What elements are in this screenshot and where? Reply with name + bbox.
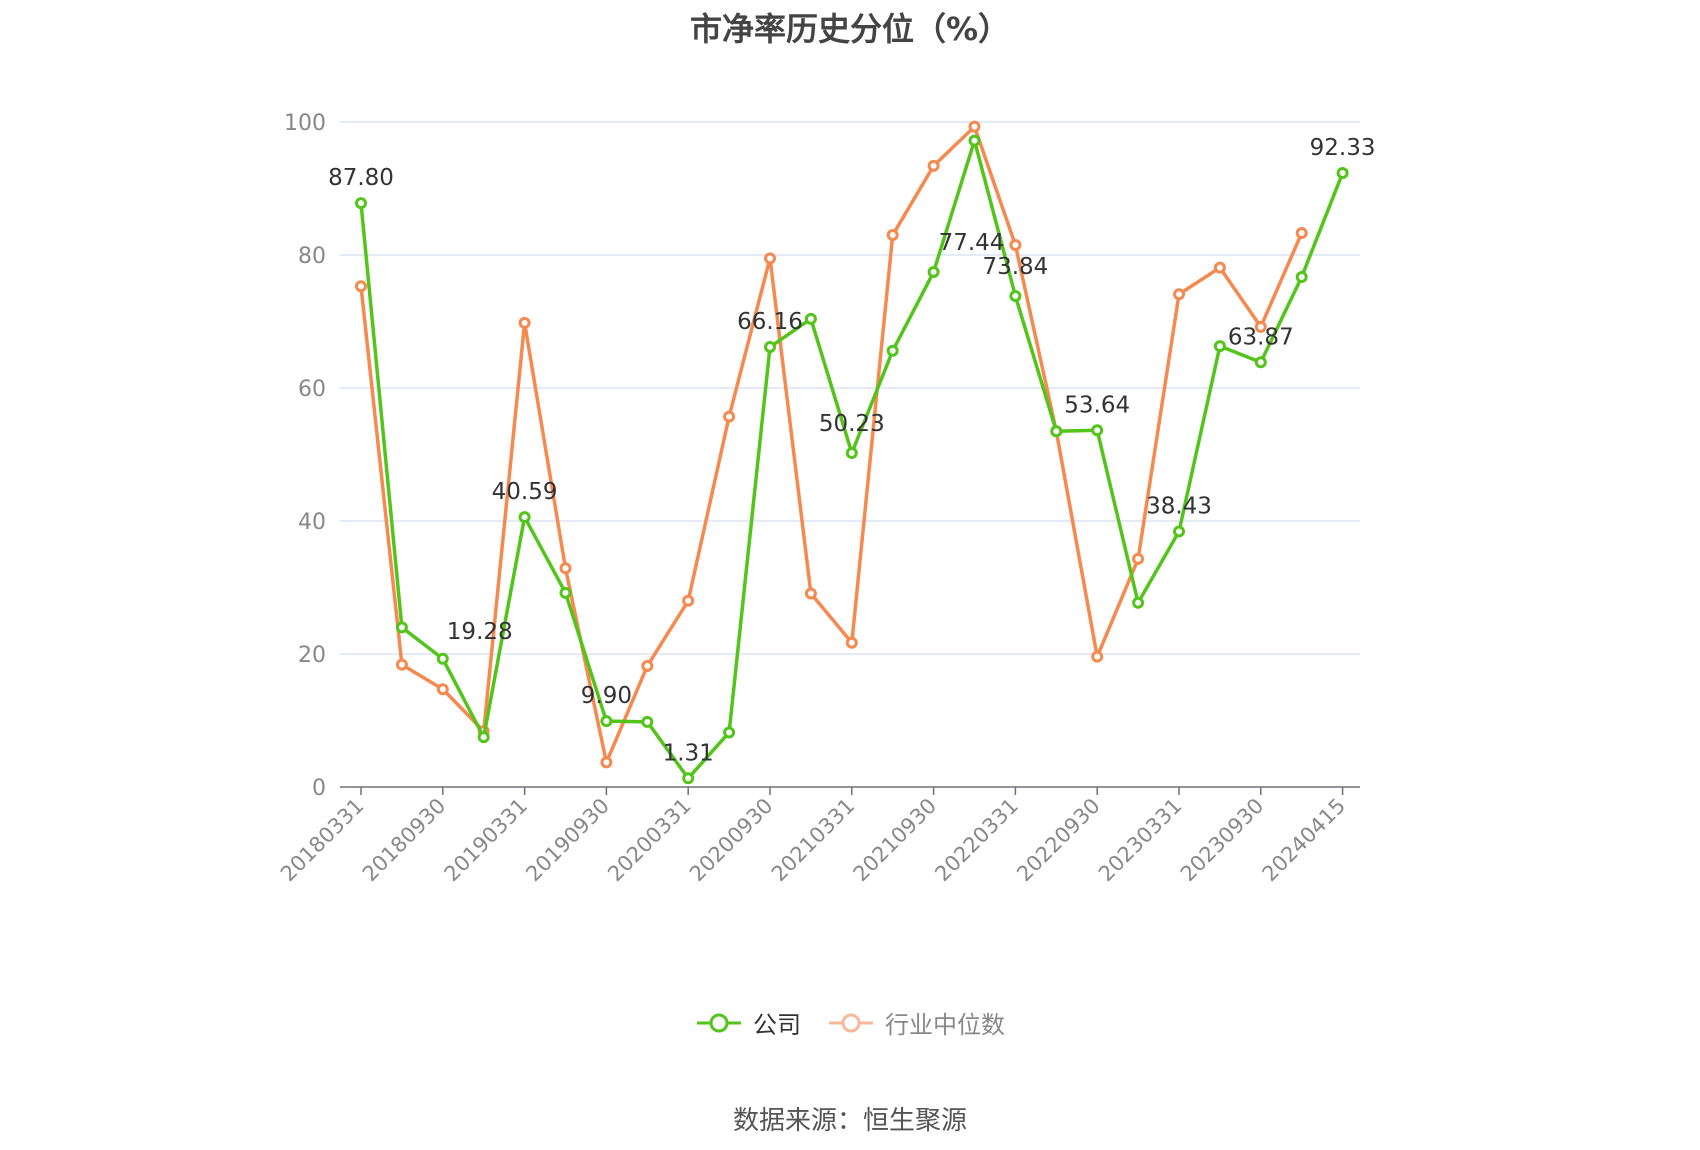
data-label: 66.16	[737, 309, 803, 335]
industry-point	[1254, 320, 1267, 333]
industry-point	[764, 252, 776, 265]
industry-point	[395, 658, 408, 671]
company-point	[886, 344, 899, 357]
company-point	[1132, 596, 1145, 609]
industry-line	[359, 124, 1304, 765]
x-tick-label: 20220930	[1012, 794, 1105, 887]
data-label: 87.80	[328, 165, 394, 191]
company-point	[968, 134, 981, 147]
company-point	[1213, 340, 1226, 353]
data-label: 77.44	[939, 230, 1005, 256]
y-tick-label: 60	[298, 377, 326, 402]
company-point	[477, 731, 490, 744]
data-label: 40.59	[492, 479, 558, 505]
company-point	[682, 772, 695, 785]
y-tick-label: 100	[284, 111, 326, 136]
industry-point	[886, 229, 899, 242]
x-tick-label: 20190930	[521, 794, 614, 887]
data-label: 1.31	[663, 740, 714, 766]
data-label: 63.87	[1228, 324, 1294, 350]
data-label: 73.84	[982, 254, 1048, 280]
company-point	[1336, 167, 1349, 180]
company-point	[845, 446, 858, 459]
industry-point	[927, 159, 940, 172]
company-point	[1009, 289, 1022, 302]
company-point	[723, 726, 736, 739]
legend: 公司 行业中位数	[0, 1005, 1700, 1040]
company-point	[395, 621, 408, 634]
data-source: 数据来源：恒生聚源	[732, 1106, 967, 1136]
industry-point	[1295, 227, 1308, 240]
industry-point	[559, 562, 572, 575]
x-tick-label: 20200331	[603, 794, 696, 887]
y-tick-label: 80	[298, 244, 326, 269]
company-point	[355, 197, 367, 210]
industry-point	[1009, 239, 1022, 252]
legend-industry-label: 行业中位数	[885, 1011, 1005, 1039]
industry-point	[518, 316, 531, 329]
industry-point	[804, 587, 817, 600]
industry-point	[641, 659, 654, 672]
company-point	[518, 511, 531, 524]
company-point	[804, 312, 817, 325]
y-tick-label: 20	[298, 643, 326, 668]
company-point	[927, 266, 940, 279]
industry-point	[1132, 552, 1145, 565]
company-point	[1173, 525, 1185, 538]
industry-point	[723, 410, 736, 423]
company-point	[436, 652, 449, 665]
company-point	[764, 341, 776, 354]
data-labels: 87.80 19.28 40.59 9.90 1.31 66.16 50.23 77.4473…	[328, 135, 1375, 766]
grid-lines	[340, 121, 1360, 655]
legend-company-label: 公司	[753, 1011, 801, 1039]
data-label: 92.33	[1310, 135, 1376, 161]
x-tick-label: 20210331	[767, 794, 860, 887]
y-tick-label: 0	[312, 776, 326, 801]
industry-point	[845, 636, 858, 649]
x-tick-label: 20180331	[276, 794, 369, 887]
company-point	[1050, 425, 1063, 438]
data-label: 53.64	[1064, 392, 1130, 418]
x-tick-label: 20240415	[1258, 794, 1351, 887]
x-tick-label: 20220331	[930, 794, 1023, 887]
data-label: 50.23	[819, 411, 885, 437]
company-point	[641, 715, 654, 728]
legend-company-marker-icon	[697, 1013, 741, 1032]
x-tick-label: 20210930	[849, 794, 942, 887]
x-tick-label: 20180930	[358, 794, 451, 887]
industry-point	[600, 756, 613, 769]
industry-point	[1213, 261, 1226, 274]
industry-point	[436, 683, 449, 696]
company-point	[1254, 356, 1267, 369]
company-line	[359, 138, 1345, 781]
chart-title: 市净率历史分位（%）	[689, 10, 1011, 48]
company-point	[1091, 424, 1104, 437]
company-point	[559, 586, 572, 599]
data-label: 19.28	[447, 619, 513, 645]
x-tick-label: 20230930	[1176, 794, 1269, 887]
x-tick-label: 20230331	[1094, 794, 1187, 887]
data-label: 9.90	[581, 683, 632, 709]
legend-item-company[interactable]: 公司	[695, 1005, 801, 1040]
industry-point	[968, 120, 981, 133]
legend-item-industry[interactable]: 行业中位数	[827, 1005, 1005, 1040]
industry-point	[355, 280, 367, 293]
y-tick-label: 40	[298, 510, 326, 535]
x-tick-label: 20190331	[440, 794, 533, 887]
industry-point	[1173, 288, 1185, 301]
x-tick-label: 20200930	[685, 794, 778, 887]
company-point	[600, 715, 613, 728]
legend-industry-marker-icon	[829, 1013, 873, 1032]
data-label: 38.43	[1146, 493, 1212, 519]
company-point	[1295, 270, 1308, 283]
series	[355, 120, 1349, 785]
industry-point	[682, 594, 695, 607]
industry-point	[1091, 650, 1104, 663]
